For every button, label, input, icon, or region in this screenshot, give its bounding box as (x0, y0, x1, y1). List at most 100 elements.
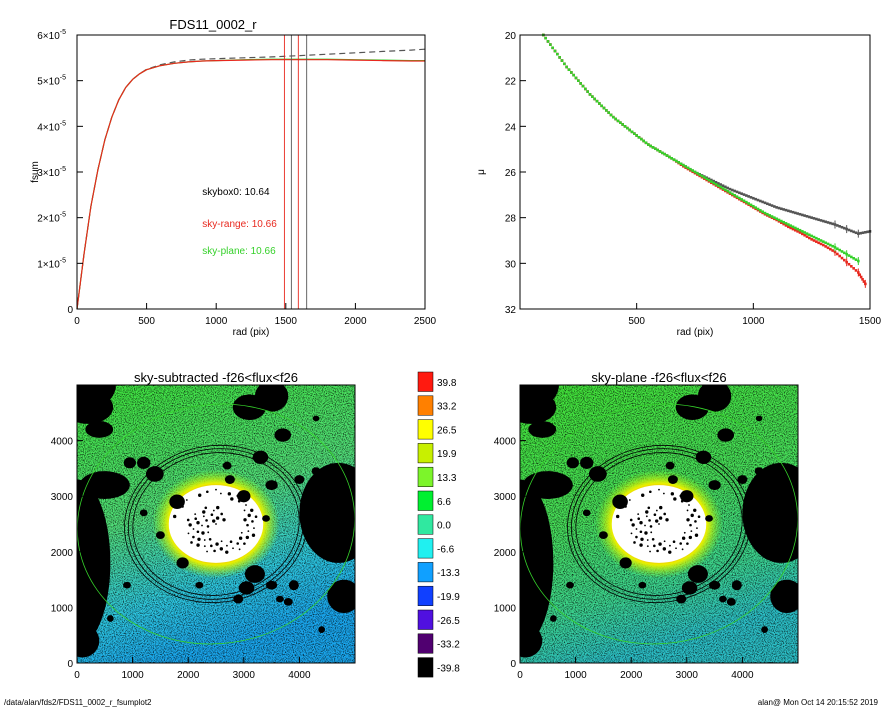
profile-point (862, 280, 866, 283)
core-speckle (172, 514, 177, 519)
core-speckle (230, 497, 234, 501)
core-speckle (648, 519, 651, 522)
profile-point (570, 71, 573, 74)
profile-point (798, 212, 802, 216)
star-mask (311, 467, 321, 476)
profile-point (630, 130, 634, 134)
profile-point (822, 219, 825, 223)
colorbar-swatch (417, 395, 434, 416)
profile-point (731, 188, 734, 192)
star-mask (726, 597, 736, 606)
core-speckle (212, 519, 216, 523)
profile-point (803, 214, 806, 217)
profile-point (838, 248, 841, 252)
profile-ytick-label: 20 (505, 31, 517, 42)
star-mask (79, 471, 130, 499)
profile-point (826, 246, 830, 250)
profile-point (710, 180, 713, 183)
profile-point (633, 132, 636, 135)
core-speckle (688, 535, 693, 540)
profile-plot: 500 1000 1500 20 22 24 26 28 30 32 rad (pix) μ (476, 31, 882, 338)
profile-point (859, 275, 863, 279)
sky-subtracted-map (77, 385, 355, 663)
profile-point (838, 225, 841, 228)
profile-point (766, 202, 769, 206)
profile-point (812, 239, 816, 242)
profile-x-axis-label: rad (pix) (677, 327, 714, 338)
profile-point (747, 202, 750, 205)
profile-point (775, 206, 778, 209)
star-mask (681, 581, 698, 595)
core-speckle (216, 505, 220, 510)
core-speckle (639, 543, 643, 547)
fsum-y-axis-label: fsum (30, 161, 41, 183)
profile-point (829, 221, 832, 225)
profile-point (595, 99, 599, 103)
aperture-ellipse (520, 403, 798, 645)
star-mask (312, 415, 320, 422)
colorbar-label: 19.9 (437, 449, 457, 460)
profile-point (647, 143, 650, 146)
core-speckle (188, 523, 192, 527)
core-speckle (186, 518, 190, 522)
profile-point (836, 247, 839, 251)
profile-point (614, 117, 617, 121)
star-mask (77, 479, 111, 647)
profile-point (858, 273, 862, 277)
star-mask (709, 580, 721, 590)
profile-point (600, 104, 603, 108)
core-speckle (215, 523, 217, 525)
core-speckle (646, 545, 649, 548)
profile-point (759, 199, 762, 203)
star-mask (582, 509, 591, 517)
profile-point (773, 216, 776, 219)
core-speckle (662, 547, 667, 551)
profile-point (635, 134, 638, 137)
core-speckle (690, 513, 694, 518)
profile-ytick-label: 26 (505, 168, 517, 179)
profile-point (714, 183, 718, 186)
profile-point (819, 242, 823, 246)
sky-subtracted-title: sky-subtracted -f26<flux<f26 (134, 370, 298, 385)
profile-point (574, 76, 578, 80)
profile-point (819, 219, 823, 222)
profile-point (724, 185, 727, 189)
profile-point (726, 189, 729, 193)
profile-point (791, 225, 795, 229)
profile-point (854, 258, 858, 261)
core-speckle (651, 538, 655, 541)
colorbar-swatch (417, 514, 434, 535)
p4-ytick-label: 4000 (494, 437, 517, 448)
star-mask (680, 490, 694, 503)
profile-point (840, 250, 844, 253)
p4-ytick-label: 1000 (494, 603, 517, 614)
profile-point (677, 161, 680, 164)
core-speckle (696, 527, 698, 530)
colorbar-label: -26.5 (437, 616, 460, 627)
core-speckle (196, 543, 200, 547)
sky-plane-title: sky-plane -f26<flux<f26 (591, 370, 726, 385)
core-speckle (637, 517, 641, 521)
profile-point (591, 95, 594, 98)
profile-point (754, 197, 757, 201)
profile-point (742, 193, 746, 196)
core-speckle (686, 542, 689, 545)
core-speckle (198, 493, 202, 497)
star-mask (737, 475, 748, 484)
profile-point (798, 231, 802, 234)
core-speckle (646, 539, 649, 541)
core-speckle (245, 535, 250, 540)
star-mask (299, 462, 355, 563)
core-speckle (201, 524, 203, 527)
profile-point (836, 252, 839, 256)
core-speckle (206, 525, 210, 528)
star-mask (598, 531, 608, 540)
profile-point (577, 79, 580, 82)
profile-point (719, 183, 722, 186)
profile-point (791, 227, 795, 231)
core-speckle (656, 549, 659, 553)
profile-point (668, 155, 671, 159)
profile-point (782, 208, 785, 211)
profile-point (810, 234, 813, 238)
